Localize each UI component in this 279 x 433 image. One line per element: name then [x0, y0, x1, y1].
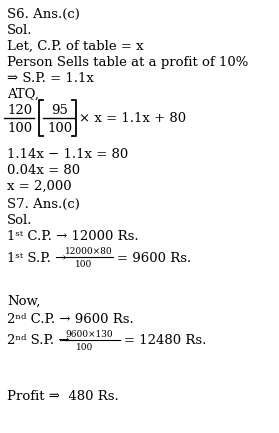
- Text: 1.14x − 1.1x = 80: 1.14x − 1.1x = 80: [7, 148, 128, 161]
- Text: Person Sells table at a profit of 10%: Person Sells table at a profit of 10%: [7, 56, 248, 69]
- Text: Sol.: Sol.: [7, 214, 32, 227]
- Text: Profit ⇒  480 Rs.: Profit ⇒ 480 Rs.: [7, 390, 119, 403]
- Text: 100: 100: [76, 343, 93, 352]
- Text: ATQ,: ATQ,: [7, 88, 39, 101]
- Text: 2ⁿᵈ C.P. → 9600 Rs.: 2ⁿᵈ C.P. → 9600 Rs.: [7, 313, 134, 326]
- Text: 2ⁿᵈ S.P. →: 2ⁿᵈ S.P. →: [7, 333, 69, 346]
- Text: S6. Ans.(c): S6. Ans.(c): [7, 8, 80, 21]
- Text: S7. Ans.(c): S7. Ans.(c): [7, 198, 80, 211]
- Text: = 9600 Rs.: = 9600 Rs.: [117, 252, 191, 265]
- Text: 100: 100: [7, 122, 32, 135]
- Text: 1ˢᵗ S.P. →: 1ˢᵗ S.P. →: [7, 252, 66, 265]
- Text: 9600×130: 9600×130: [65, 330, 113, 339]
- Text: 120: 120: [7, 104, 32, 117]
- Text: = 12480 Rs.: = 12480 Rs.: [124, 333, 206, 346]
- Text: 100: 100: [47, 122, 72, 135]
- Text: 1ˢᵗ C.P. → 12000 Rs.: 1ˢᵗ C.P. → 12000 Rs.: [7, 230, 139, 243]
- Text: Let, C.P. of table = x: Let, C.P. of table = x: [7, 40, 144, 53]
- Text: x = 2,000: x = 2,000: [7, 180, 72, 193]
- Text: Sol.: Sol.: [7, 24, 32, 37]
- Text: 95: 95: [51, 104, 68, 117]
- Text: × x = 1.1x + 80: × x = 1.1x + 80: [79, 112, 186, 125]
- Text: 0.04x = 80: 0.04x = 80: [7, 164, 80, 177]
- Text: ⇒ S.P. = 1.1x: ⇒ S.P. = 1.1x: [7, 72, 94, 85]
- Text: 12000×80: 12000×80: [65, 247, 113, 256]
- Text: Now,: Now,: [7, 295, 40, 308]
- Text: 100: 100: [75, 260, 92, 269]
